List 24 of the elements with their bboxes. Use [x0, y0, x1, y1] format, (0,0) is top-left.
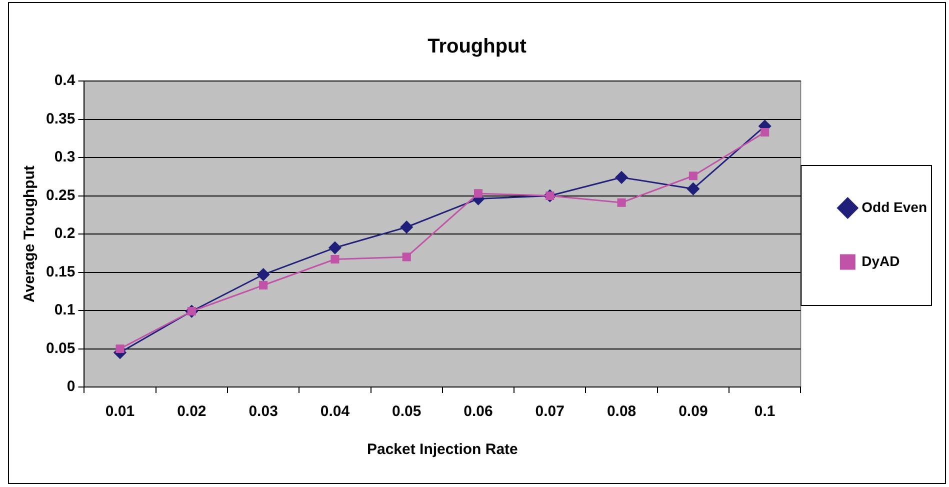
x-tick-label: 0.1 [754, 403, 776, 420]
x-tick-label: 0.01 [105, 403, 135, 420]
x-tick-label: 0.05 [392, 403, 422, 420]
y-tick-label: 0.1 [54, 302, 76, 319]
y-tick-label: 0.35 [46, 110, 76, 128]
x-tick-label: 0.03 [248, 403, 278, 420]
chart-title: Troughput [428, 36, 527, 58]
x-axis-title: Packet Injection Rate [366, 441, 518, 458]
legend-label: DyAD [862, 252, 900, 269]
x-tick-label: 0.04 [320, 403, 350, 420]
y-tick-label: 0 [66, 378, 76, 396]
x-tick-label: 0.08 [606, 403, 636, 420]
legend-label: Odd Even [862, 198, 928, 215]
x-tick-label: 0.02 [177, 403, 206, 420]
y-tick-label: 0.4 [54, 72, 76, 90]
y-axis-title: Average Troughput [21, 166, 38, 302]
x-tick-label: 0.07 [535, 403, 564, 420]
x-tick-label: 0.06 [464, 403, 493, 420]
y-tick-label: 0.25 [46, 186, 76, 204]
y-tick-label: 0.15 [46, 263, 76, 280]
y-tick-label: 0.2 [54, 225, 76, 242]
y-tick-label: 0.3 [54, 148, 76, 166]
y-tick-label: 0.05 [46, 340, 76, 357]
x-tick-label: 0.09 [678, 403, 708, 420]
